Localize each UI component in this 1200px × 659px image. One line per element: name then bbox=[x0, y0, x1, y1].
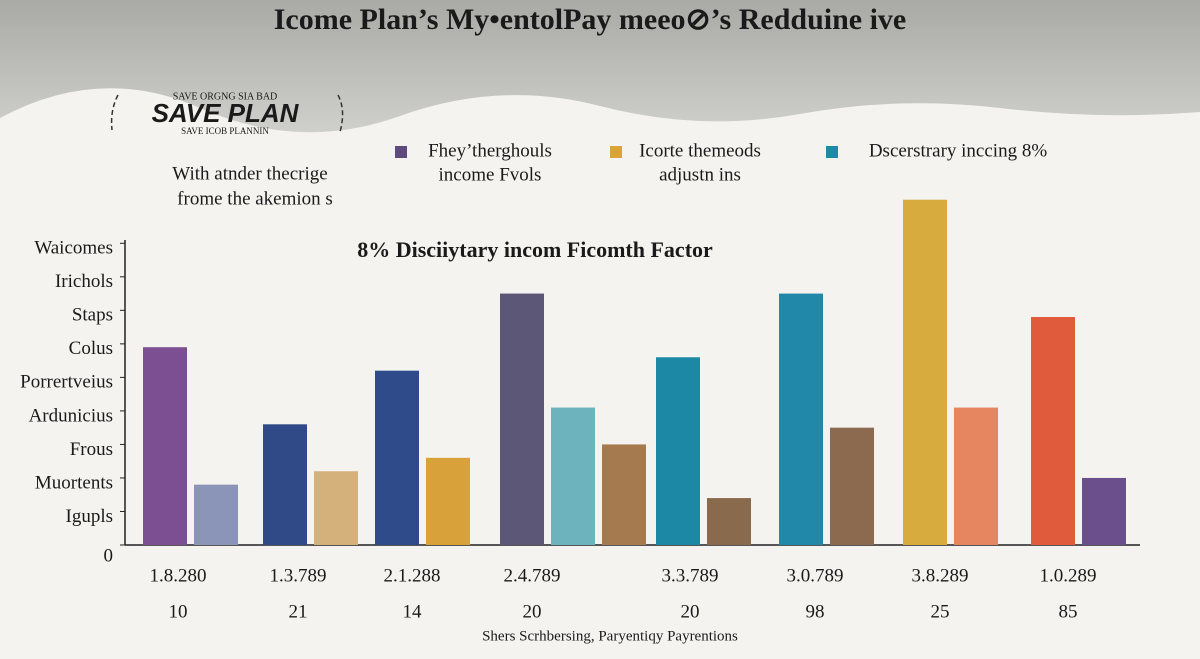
x-tick-label: 3.0.789 bbox=[787, 565, 844, 586]
bar bbox=[1031, 317, 1075, 545]
legend-label: income Fvols bbox=[439, 164, 542, 185]
y-tick-label: Igupls bbox=[66, 506, 114, 527]
x-tick-label: 2.1.288 bbox=[384, 565, 441, 586]
bar bbox=[779, 293, 823, 545]
x-tick-sublabel: 85 bbox=[1059, 601, 1078, 622]
bar bbox=[375, 370, 419, 545]
y-tick-label: Colus bbox=[69, 338, 113, 359]
x-tick-label: 3.3.789 bbox=[662, 565, 719, 586]
bar bbox=[500, 293, 544, 545]
legend-swatch bbox=[395, 146, 407, 158]
x-tick-label: 1.0.289 bbox=[1040, 565, 1097, 586]
bar bbox=[830, 427, 874, 545]
paper-texture bbox=[0, 0, 1200, 133]
x-tick-sublabel: 14 bbox=[403, 601, 423, 622]
y-tick-label: 0 bbox=[104, 545, 114, 566]
legend-label: adjustn ins bbox=[659, 164, 741, 185]
bar bbox=[1082, 477, 1126, 545]
bar bbox=[656, 357, 700, 545]
y-tick-label: Frous bbox=[70, 439, 113, 460]
bar bbox=[954, 407, 998, 545]
x-tick-sublabel: 21 bbox=[289, 601, 308, 622]
y-tick-label: Muortents bbox=[35, 472, 113, 493]
x-tick-sublabel: 98 bbox=[806, 601, 825, 622]
chart-title: Icome Plan’s My•entolPay meeo⊘’s Redduin… bbox=[274, 3, 907, 36]
legend-label: Dscerstrary inccing 8% bbox=[869, 140, 1047, 161]
bar bbox=[426, 457, 470, 545]
x-tick-sublabel: 10 bbox=[169, 601, 188, 622]
bar bbox=[314, 471, 358, 545]
bar bbox=[903, 199, 947, 545]
legend-label: Icorte themeods bbox=[639, 140, 761, 161]
x-tick-sublabel: 20 bbox=[681, 601, 700, 622]
legend-label: Fhey’therghouls bbox=[428, 140, 552, 161]
x-axis-label: Shers Scrhbersing, Paryentiqy Payrention… bbox=[482, 628, 738, 644]
bar bbox=[707, 498, 751, 545]
stamp-border bbox=[110, 94, 344, 133]
stamp-top: SAVE ORGNG SIA BAD bbox=[173, 91, 278, 102]
bar bbox=[551, 407, 595, 545]
x-tick-label: 1.3.789 bbox=[270, 565, 327, 586]
y-tick-label: Porrertveius bbox=[20, 372, 113, 393]
x-tick-sublabel: 20 bbox=[523, 601, 542, 622]
y-tick-label: Waicomes bbox=[34, 238, 113, 259]
stamp-main: SAVE PLAN bbox=[152, 98, 300, 128]
note-line: With atnder thecrige bbox=[172, 163, 327, 184]
x-tick-label: 3.8.289 bbox=[912, 565, 969, 586]
bar bbox=[602, 444, 646, 545]
chart-subtitle: 8% Disciiytary incom Ficomth Factor bbox=[357, 237, 713, 262]
note-line: frome the akemion s bbox=[177, 188, 333, 209]
stamp-bottom: SAVE ICOB PLANNIN bbox=[181, 126, 269, 136]
legend-swatch bbox=[826, 146, 838, 158]
y-tick-label: Ardunicius bbox=[29, 405, 113, 426]
y-tick-label: Staps bbox=[72, 305, 113, 326]
legend-swatch bbox=[610, 146, 622, 158]
bar bbox=[263, 424, 307, 545]
x-tick-label: 1.8.280 bbox=[150, 565, 207, 586]
x-tick-label: 2.4.789 bbox=[504, 565, 561, 586]
bar bbox=[143, 347, 187, 545]
bar bbox=[194, 484, 238, 545]
x-tick-sublabel: 25 bbox=[931, 601, 950, 622]
y-tick-label: Irichols bbox=[55, 271, 113, 292]
